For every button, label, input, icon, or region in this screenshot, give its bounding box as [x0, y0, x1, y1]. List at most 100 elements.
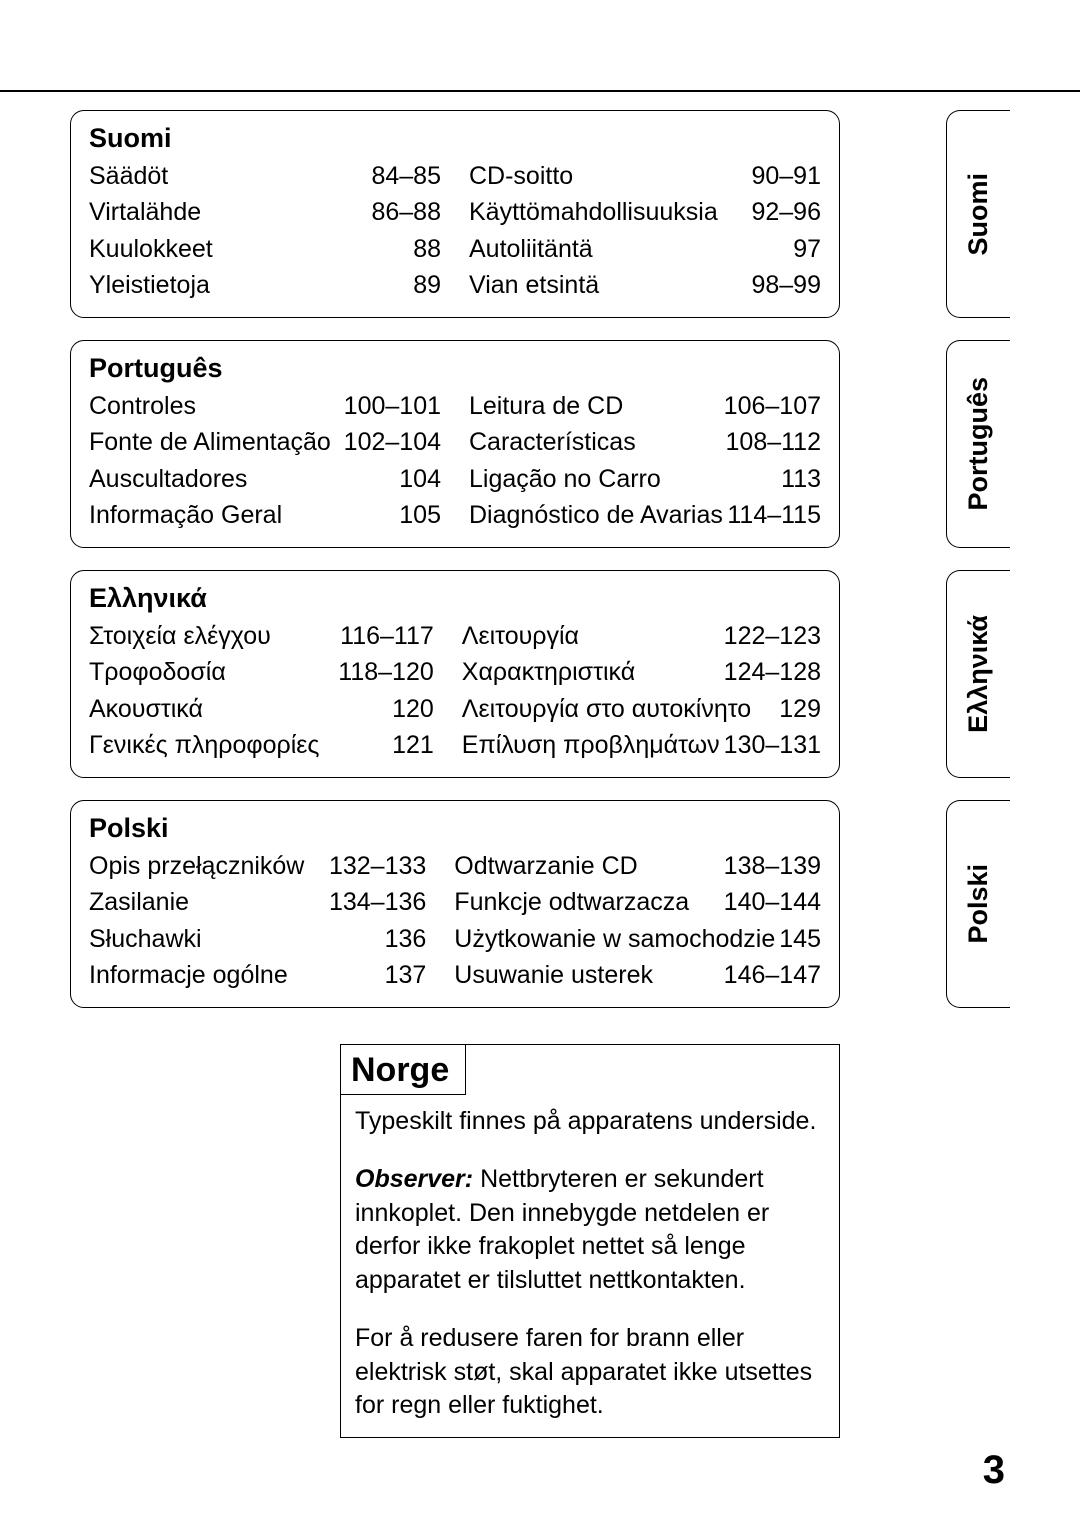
toc-entry-page: 92–96 [751, 194, 821, 230]
norge-paragraph-1: Typeskilt finnes på apparatens underside… [355, 1105, 825, 1139]
toc-entry: Características108–112 [469, 424, 821, 460]
toc-entry-page: 84–85 [371, 158, 441, 194]
toc-entry-label: Virtalähde [89, 194, 201, 230]
toc-entry: Käyttömahdollisuuksia 92–96 [469, 194, 821, 230]
toc-section: SuomiSäädöt84–85Virtalähde86–88Kuulokkee… [70, 110, 840, 318]
toc-column: CD-soitto 90–91 Käyttömahdollisuuksia 92–96… [469, 158, 821, 303]
toc-entry-label: Λειτουργία [462, 618, 579, 654]
toc-entry-page: 132–133 [329, 848, 426, 884]
section-title: Eλληνικά [89, 583, 821, 614]
language-tab-label: Português [963, 377, 994, 511]
toc-column: Λειτουργία 122–123Χαρακτηριστικά124–128Λε… [462, 618, 821, 763]
norge-notice-box: Norge Typeskilt finnes på apparatens und… [340, 1044, 840, 1438]
toc-entry-label: Características [469, 424, 636, 460]
language-tab: Polski [946, 800, 1010, 1008]
toc-entry: Λειτουργία 122–123 [462, 618, 821, 654]
norge-paragraph-2: Observer: Nettbryteren er sekundert innk… [355, 1163, 825, 1298]
toc-entry-page: 90–91 [751, 158, 821, 194]
toc-entry-page: 105 [399, 497, 441, 533]
toc-entry-label: Λειτουργία στο αυτοκίνητο [462, 691, 751, 727]
toc-entry-page: 122–123 [724, 618, 821, 654]
toc-entry: Informação Geral 105 [89, 497, 441, 533]
toc-entry-label: Επίλυση προβλημάτων [462, 727, 720, 763]
toc-entry: Kuulokkeet 88 [89, 231, 441, 267]
toc-entry-page: 102–104 [344, 424, 441, 460]
toc-column: Säädöt84–85Virtalähde86–88Kuulokkeet88Yl… [89, 158, 441, 303]
toc-entry-page: 89 [413, 267, 441, 303]
toc-entry-page: 88 [413, 231, 441, 267]
language-tab-label: Polski [963, 864, 994, 944]
toc-entry-label: Autoliitäntä [469, 231, 593, 267]
toc-columns: Controles100–101Fonte de Alimentação102–… [89, 388, 821, 533]
toc-entry-page: 97 [793, 231, 821, 267]
toc-entry: Opis przełączników 132–133 [89, 848, 426, 884]
toc-entry-label: Γενικές πληροφορίες [89, 727, 319, 763]
toc-entry: Επίλυση προβλημάτων130–131 [462, 727, 821, 763]
toc-entry-label: Kuulokkeet [89, 231, 213, 267]
toc-entry: Ligação no Carro113 [469, 461, 821, 497]
toc-entry-label: Leitura de CD [469, 388, 623, 424]
toc-entry-page: 124–128 [724, 654, 821, 690]
toc-entry-page: 120 [392, 691, 434, 727]
page-content: SuomiSäädöt84–85Virtalähde86–88Kuulokkee… [70, 110, 1010, 1438]
toc-entry-label: Informacje ogólne [89, 957, 288, 993]
section-title: Português [89, 353, 821, 384]
toc-entry-label: Fonte de Alimentação [89, 424, 331, 460]
toc-entry: Diagnóstico de Avarias114–115 [469, 497, 821, 533]
toc-entry-label: Odtwarzanie CD [454, 848, 637, 884]
toc-entry: Leitura de CD 106–107 [469, 388, 821, 424]
norge-paragraph-3: For å redusere faren for brann eller ele… [355, 1322, 825, 1423]
toc-entry-page: 118–120 [338, 654, 433, 690]
toc-entry: Vian etsintä 98–99 [469, 267, 821, 303]
toc-entry-page: 145 [779, 921, 821, 957]
toc-entry: Γενικές πληροφορίες 121 [89, 727, 434, 763]
toc-entry-page: 116–117 [340, 618, 434, 654]
horizontal-rule [0, 90, 1080, 92]
toc-entry-label: Yleistietoja [89, 267, 210, 303]
toc-entry-label: Vian etsintä [469, 267, 599, 303]
language-tab: Suomi [946, 110, 1010, 318]
toc-entry-label: Słuchawki [89, 921, 202, 957]
toc-entry: Usuwanie usterek 146–147 [454, 957, 821, 993]
toc-entry-label: CD-soitto [469, 158, 573, 194]
toc-entry: Użytkowanie w samochodzie145 [454, 921, 821, 957]
toc-entry-label: Diagnóstico de Avarias [469, 497, 723, 533]
toc-entry: Autoliitäntä 97 [469, 231, 821, 267]
section-title: Suomi [89, 123, 821, 154]
toc-entry-label: Στοιχεία ελέγχου [89, 618, 271, 654]
toc-entry-page: 121 [392, 727, 434, 763]
toc-entry: Auscultadores104 [89, 461, 441, 497]
toc-entry-page: 130–131 [724, 727, 821, 763]
toc-entry-page: 104 [399, 461, 441, 497]
toc-columns: Στοιχεία ελέγχου 116–117 Τροφοδοσία 118–120… [89, 618, 821, 763]
toc-entry-page: 146–147 [724, 957, 821, 993]
toc-entry-page: 114–115 [727, 497, 821, 533]
toc-entry-label: Zasilanie [89, 884, 189, 920]
toc-entry-page: 134–136 [329, 884, 426, 920]
toc-entry-page: 113 [781, 461, 821, 497]
toc-entry-page: 106–107 [724, 388, 821, 424]
toc-entry-label: Τροφοδοσία [89, 654, 226, 690]
toc-entry: Τροφοδοσία 118–120 [89, 654, 434, 690]
toc-entry-label: Informação Geral [89, 497, 282, 533]
toc-column: Leitura de CD 106–107Características108–1… [469, 388, 821, 533]
toc-entry: Säädöt84–85 [89, 158, 441, 194]
toc-entry-page: 98–99 [751, 267, 821, 303]
toc-entry-label: Usuwanie usterek [454, 957, 653, 993]
language-tab-label: Eλληνικά [963, 615, 994, 733]
language-tab: Português [946, 340, 1010, 548]
toc-entry: CD-soitto 90–91 [469, 158, 821, 194]
toc-column: Opis przełączników 132–133 Zasilanie 134–13… [89, 848, 426, 993]
toc-entry: Słuchawki136 [89, 921, 426, 957]
toc-entry-page: 138–139 [724, 848, 821, 884]
toc-entry-page: 137 [385, 957, 427, 993]
toc-entry-label: Opis przełączników [89, 848, 304, 884]
toc-columns: Opis przełączników 132–133 Zasilanie 134–13… [89, 848, 821, 993]
norge-body: Typeskilt finnes på apparatens underside… [341, 1095, 839, 1437]
toc-entry-label: Käyttömahdollisuuksia [469, 194, 718, 230]
toc-entry: Χαρακτηριστικά124–128 [462, 654, 821, 690]
toc-entry-page: 100–101 [344, 388, 441, 424]
section-title: Polski [89, 813, 821, 844]
toc-entry: Odtwarzanie CD 138–139 [454, 848, 821, 884]
toc-entry: Zasilanie 134–136 [89, 884, 426, 920]
